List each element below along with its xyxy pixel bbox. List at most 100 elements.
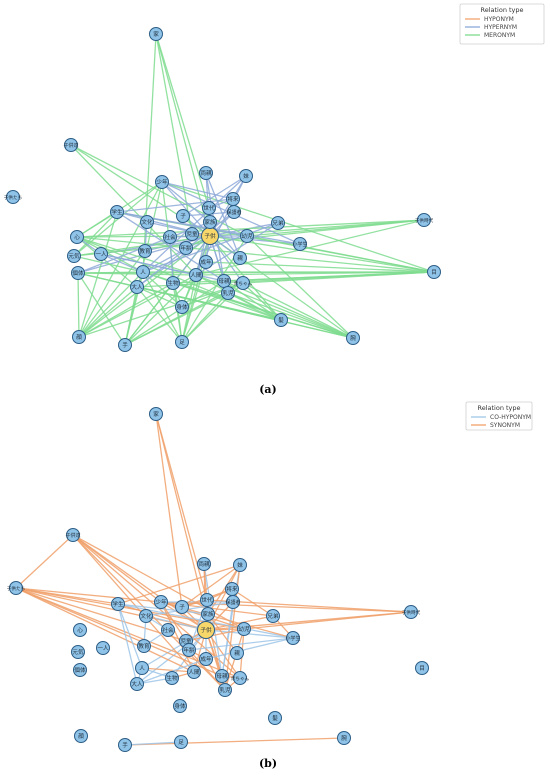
edge-meronym xyxy=(78,250,146,338)
node-子供[interactable]: 子供 xyxy=(201,227,219,245)
node-子供[interactable]: 子供 xyxy=(197,621,215,639)
node-赤ちゃん[interactable]: 赤ちゃん xyxy=(231,671,250,685)
node-母親[interactable]: 母親 xyxy=(215,669,229,683)
node-乳児[interactable]: 乳児 xyxy=(218,683,232,697)
node-足[interactable]: 足 xyxy=(174,735,188,749)
node-手[interactable]: 手 xyxy=(118,338,132,352)
node-心[interactable]: 心 xyxy=(70,230,84,244)
node-circle xyxy=(96,641,110,655)
node-保護者[interactable]: 保護者 xyxy=(225,595,241,609)
node-妹[interactable]: 妹 xyxy=(239,169,253,183)
edge-hypernym xyxy=(209,222,279,237)
node-身体[interactable]: 身体 xyxy=(175,300,189,314)
node-乳児[interactable]: 乳児 xyxy=(221,286,235,300)
node-赤ちゃん[interactable]: 赤ちゃん xyxy=(234,276,253,290)
node-label: 教育 xyxy=(139,247,151,255)
node-個体[interactable]: 個体 xyxy=(73,663,87,677)
node-一人[interactable]: 一人 xyxy=(96,641,110,655)
edge-synonym xyxy=(231,588,274,617)
node-一人[interactable]: 一人 xyxy=(94,247,108,261)
node-学生[interactable]: 学生 xyxy=(111,597,125,611)
node-児童[interactable]: 児童 xyxy=(185,227,199,241)
node-顔[interactable]: 顔 xyxy=(74,729,88,743)
node-将来[interactable]: 将来 xyxy=(225,582,239,596)
node-人間[interactable]: 人間 xyxy=(189,268,203,282)
node-生物[interactable]: 生物 xyxy=(165,671,179,685)
node-親[interactable]: 親 xyxy=(230,646,244,660)
node-子供達[interactable]: 子供達 xyxy=(65,528,81,542)
node-目[interactable]: 目 xyxy=(415,661,429,675)
node-心[interactable]: 心 xyxy=(73,623,87,637)
node-少年[interactable]: 少年 xyxy=(155,175,169,189)
node-教育[interactable]: 教育 xyxy=(137,639,151,653)
node-家[interactable]: 家 xyxy=(149,407,163,421)
node-子供時代[interactable]: 子供時代 xyxy=(402,605,421,619)
node-世代[interactable]: 世代 xyxy=(200,593,214,607)
node-保護者[interactable]: 保護者 xyxy=(226,205,242,219)
node-両親[interactable]: 両親 xyxy=(199,166,213,180)
node-少年[interactable]: 少年 xyxy=(154,595,168,609)
node-大人[interactable]: 大人 xyxy=(130,280,144,294)
node-顔[interactable]: 顔 xyxy=(72,330,86,344)
node-circle xyxy=(215,669,229,683)
node-社会[interactable]: 社会 xyxy=(163,230,177,244)
node-label: 幼児 xyxy=(241,232,253,240)
node-教育[interactable]: 教育 xyxy=(138,244,152,258)
edge-co-hyponym xyxy=(205,637,294,660)
node-身体[interactable]: 身体 xyxy=(173,699,187,713)
node-年齢[interactable]: 年齢 xyxy=(182,643,196,657)
node-小学生[interactable]: 小学生 xyxy=(292,237,308,251)
node-子[interactable]: 子 xyxy=(175,600,189,614)
node-髪[interactable]: 髪 xyxy=(274,313,288,327)
node-大人[interactable]: 大人 xyxy=(130,677,144,691)
node-文化[interactable]: 文化 xyxy=(139,609,153,623)
node-親[interactable]: 親 xyxy=(233,251,247,265)
node-子[interactable]: 子 xyxy=(176,209,190,223)
node-生物[interactable]: 生物 xyxy=(166,276,180,290)
node-両親[interactable]: 両親 xyxy=(197,557,211,571)
node-子供たち[interactable]: 子供たち xyxy=(7,581,25,595)
node-成年[interactable]: 成年 xyxy=(199,255,213,269)
node-人間[interactable]: 人間 xyxy=(187,665,201,679)
node-label: 手 xyxy=(122,741,128,749)
node-label: 文化 xyxy=(140,612,152,620)
node-circle xyxy=(163,230,177,244)
edge-synonym xyxy=(141,667,195,673)
node-幼児[interactable]: 幼児 xyxy=(240,229,254,243)
node-家族[interactable]: 家族 xyxy=(201,607,215,621)
node-家族[interactable]: 家族 xyxy=(203,215,217,229)
node-label: 個体 xyxy=(72,269,84,277)
node-label: 社会 xyxy=(164,233,176,241)
node-circle xyxy=(218,683,232,697)
node-子供時代[interactable]: 子供時代 xyxy=(415,213,434,227)
node-年齢[interactable]: 年齢 xyxy=(179,241,193,255)
node-個体[interactable]: 個体 xyxy=(71,266,85,280)
node-目[interactable]: 目 xyxy=(427,265,441,279)
node-文化[interactable]: 文化 xyxy=(140,215,154,229)
node-人[interactable]: 人 xyxy=(135,661,149,675)
node-兄弟[interactable]: 兄弟 xyxy=(266,609,280,623)
node-手[interactable]: 手 xyxy=(118,738,132,752)
node-腕[interactable]: 腕 xyxy=(346,331,360,345)
node-幼児[interactable]: 幼児 xyxy=(237,622,251,636)
node-社会[interactable]: 社会 xyxy=(161,623,175,637)
node-子供たち[interactable]: 子供たち xyxy=(4,190,22,204)
node-人[interactable]: 人 xyxy=(136,265,150,279)
node-兄弟[interactable]: 兄弟 xyxy=(271,216,285,230)
node-家[interactable]: 家 xyxy=(149,27,163,41)
node-小学生[interactable]: 小学生 xyxy=(285,631,301,645)
node-学生[interactable]: 学生 xyxy=(110,205,124,219)
node-髪[interactable]: 髪 xyxy=(268,711,282,725)
node-子供達[interactable]: 子供達 xyxy=(63,138,79,152)
node-circle xyxy=(266,609,280,623)
node-母親[interactable]: 母親 xyxy=(217,274,231,288)
node-妹[interactable]: 妹 xyxy=(233,558,247,572)
node-将来[interactable]: 将来 xyxy=(226,192,240,206)
node-足[interactable]: 足 xyxy=(175,335,189,349)
node-腕[interactable]: 腕 xyxy=(337,731,351,745)
node-世代[interactable]: 世代 xyxy=(202,201,216,215)
node-成年[interactable]: 成年 xyxy=(199,652,213,666)
node-元気[interactable]: 元気 xyxy=(67,249,81,263)
node-元気[interactable]: 元気 xyxy=(71,645,85,659)
